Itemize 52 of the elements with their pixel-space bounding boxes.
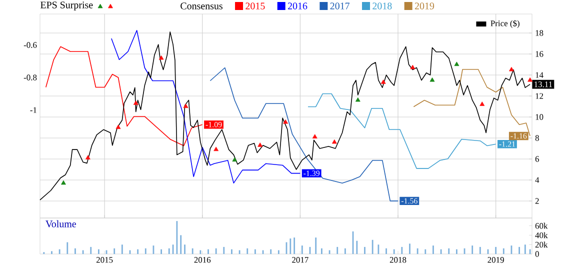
y-axis-title: EPS Surprise <box>40 2 93 10</box>
x-tick-label: 2018 <box>390 257 406 263</box>
point <box>410 64 416 70</box>
point <box>332 139 337 144</box>
line-series <box>111 30 301 184</box>
y2-tick-label: 6 <box>535 156 540 162</box>
point <box>283 119 288 124</box>
legend-label: 2019 <box>414 2 434 10</box>
legend-label: 2017 <box>330 2 350 10</box>
legend-label: 2018 <box>372 2 392 10</box>
legend-label: 2015 <box>246 2 265 10</box>
y2-tick-label: 40k <box>535 232 548 238</box>
y2-tick-label: 10 <box>536 114 544 120</box>
point <box>133 100 138 105</box>
x-tick-label: 2015 <box>96 257 113 263</box>
y2-tick-label: 4 <box>535 177 540 183</box>
y2-tick-label: 60k <box>535 222 548 229</box>
point <box>116 124 121 129</box>
y-tick-label: -0.6 <box>24 42 37 48</box>
point <box>355 97 360 102</box>
y2-tick-label: 0 <box>535 251 539 257</box>
y2-tick-label: 14 <box>536 72 544 78</box>
point <box>158 55 164 60</box>
x-tick-label: 2019 <box>488 257 504 263</box>
point <box>528 77 533 82</box>
point <box>258 142 263 147</box>
x-tick-label: 2017 <box>292 257 308 263</box>
y2-tick-label: 18 <box>536 30 544 36</box>
point <box>85 155 90 160</box>
y2-tick-label: 16 <box>536 51 544 57</box>
point <box>380 80 386 84</box>
y-tick-label: -0.8 <box>24 74 37 80</box>
x-tick-label: 2016 <box>194 257 211 263</box>
point <box>214 146 219 152</box>
point <box>183 104 188 108</box>
legend-label: 2016 <box>288 2 308 10</box>
point <box>232 157 238 162</box>
y2-tick-label: 8 <box>535 135 539 141</box>
point <box>454 62 460 66</box>
point <box>430 77 435 82</box>
point <box>61 180 66 185</box>
y-tick-label: -1 <box>30 107 36 113</box>
y2-tick-label: 20k <box>535 242 548 248</box>
y2-tick-label: 2 <box>535 198 539 204</box>
y2-tick-label: 12 <box>536 93 544 99</box>
point <box>312 134 318 138</box>
data-label: 13.11 <box>534 81 552 88</box>
legend-label: Price ($) <box>490 20 520 28</box>
point <box>509 66 514 72</box>
legend-title: Consensus <box>180 2 222 10</box>
chart-title: Volume <box>46 220 76 228</box>
point <box>480 102 485 106</box>
